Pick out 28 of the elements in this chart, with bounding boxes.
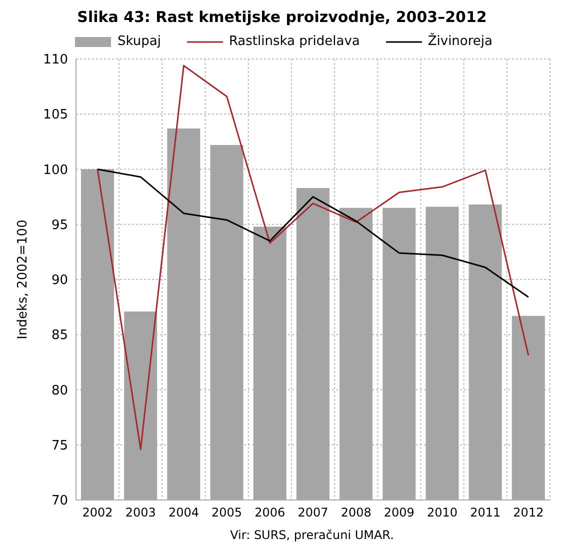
- legend-label: Skupaj: [117, 34, 161, 49]
- y-tick-label: 85: [51, 328, 68, 344]
- x-tick-label: 2008: [340, 506, 372, 520]
- x-tick-label: 2002: [82, 506, 113, 520]
- x-tick-label: 2011: [470, 506, 501, 520]
- y-tick-label: 70: [51, 494, 68, 509]
- y-tick-label: 110: [43, 52, 68, 68]
- y-tick-label: 105: [43, 108, 68, 123]
- y-tick-label: 80: [51, 383, 68, 398]
- x-tick-label: 2010: [427, 506, 458, 520]
- x-tick-label: 2004: [168, 506, 199, 520]
- x-tick-label: 2006: [254, 506, 286, 520]
- y-tick-label: 95: [51, 218, 68, 233]
- legend-label: Rastlinska pridelava: [228, 34, 360, 49]
- line-series: [96, 64, 530, 450]
- y-axis-title: Indeks, 2002=100: [16, 220, 31, 340]
- y-tick-label: 100: [43, 162, 68, 178]
- x-tick-label: 2007: [298, 506, 328, 520]
- x-tick-label: 2003: [125, 506, 156, 520]
- legend-label: Živinoreja: [428, 34, 493, 49]
- x-tick-label: 2012: [513, 506, 544, 520]
- line-series: [96, 168, 530, 298]
- chart-title: Slika 43: Rast kmetijske proizvodnje, 2003–2012: [76, 8, 488, 28]
- x-tick-label: 2009: [384, 506, 414, 520]
- x-tick-label: 2005: [212, 506, 242, 520]
- y-tick-label: 75: [51, 438, 68, 454]
- y-tick-label: 90: [51, 273, 68, 288]
- text: Vir: SURS, preračuni UMAR.: [229, 528, 395, 542]
